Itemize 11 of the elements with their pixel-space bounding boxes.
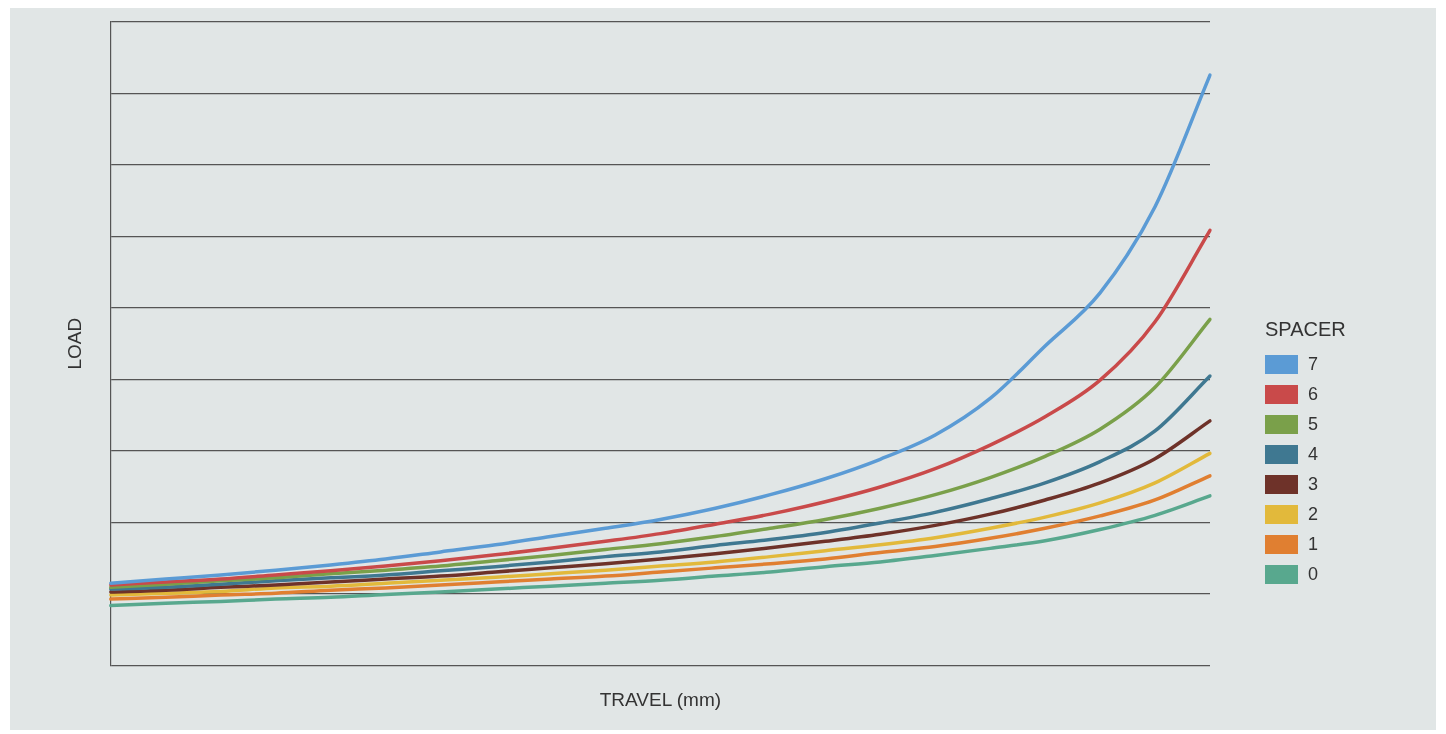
x-axis-title: TRAVEL (mm) <box>599 688 722 710</box>
y-axis-title: LOAD <box>63 317 85 370</box>
legend-title: SPACER <box>1265 318 1346 341</box>
legend-label: 2 <box>1308 503 1319 525</box>
legend-label: 6 <box>1308 383 1319 405</box>
legend-label: 3 <box>1308 473 1319 495</box>
legend-label: 5 <box>1308 413 1319 435</box>
legend-label: 0 <box>1308 563 1319 585</box>
legend-label: 7 <box>1308 353 1319 375</box>
legend-label: 4 <box>1308 443 1319 465</box>
legend-label: 1 <box>1308 533 1319 555</box>
